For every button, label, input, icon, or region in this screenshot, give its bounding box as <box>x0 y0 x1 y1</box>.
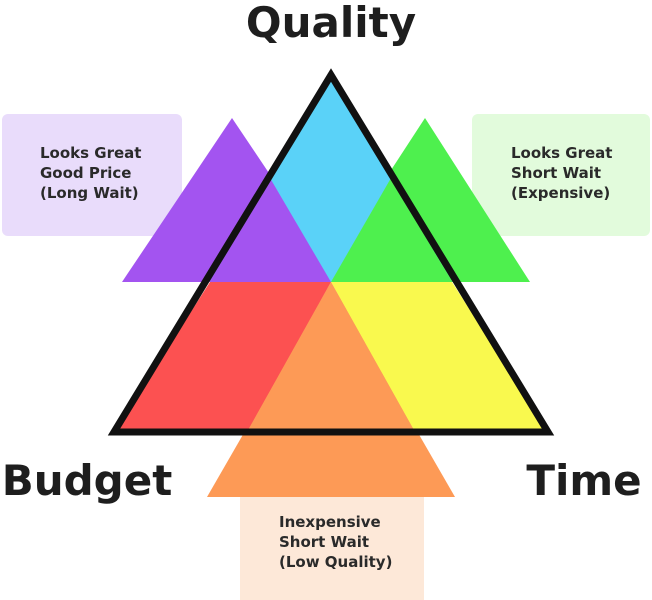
right-info-box <box>472 114 650 236</box>
main-triangle-outline <box>107 68 555 436</box>
bottom-info-box <box>240 490 424 600</box>
budget-label: Budget <box>2 456 173 505</box>
purple-overlap-region <box>210 178 331 282</box>
center-orange-region <box>247 282 415 432</box>
quality-label: Quality <box>246 0 416 47</box>
left-box-line-3: (Long Wait) <box>40 184 139 202</box>
left-box-line-2: Good Price <box>40 164 131 182</box>
right-box-line-3: (Expensive) <box>511 184 610 202</box>
left-info-box <box>2 114 182 236</box>
time-region <box>331 282 548 432</box>
budget-region <box>114 282 331 432</box>
bottom-box-line-3: (Low Quality) <box>279 553 392 571</box>
green-overlap-region <box>331 178 452 282</box>
left-box-line-1: Looks Great <box>40 144 141 162</box>
right-box-line-1: Looks Great <box>511 144 612 162</box>
right-box-line-2: Short Wait <box>511 164 601 182</box>
time-label: Time <box>526 456 641 505</box>
bottom-box-line-1: Inexpensive <box>279 513 381 531</box>
bottom-box-line-2: Short Wait <box>279 533 369 551</box>
